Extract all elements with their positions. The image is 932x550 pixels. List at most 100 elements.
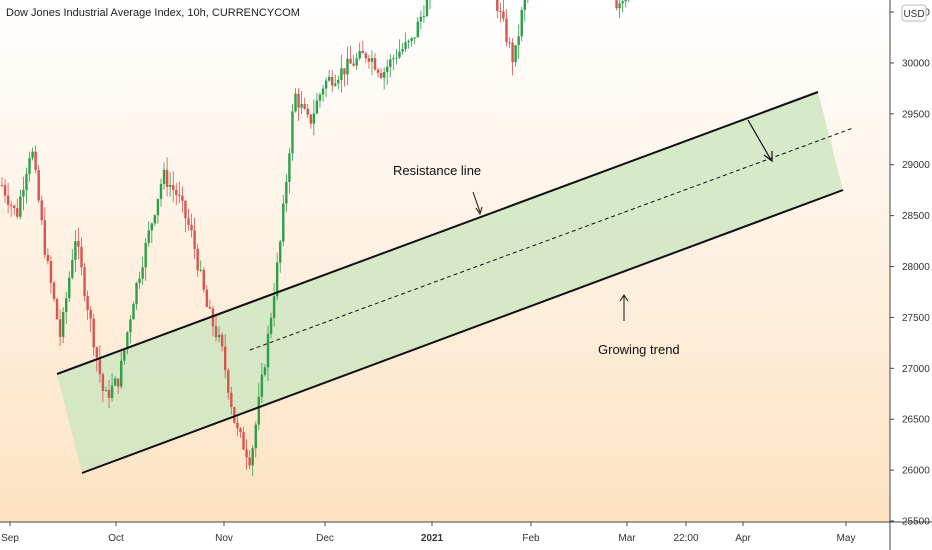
candle-body bbox=[202, 269, 205, 290]
candle-body bbox=[65, 298, 68, 313]
candle-body bbox=[291, 111, 294, 154]
candle-body bbox=[98, 357, 102, 375]
candle-body bbox=[181, 195, 184, 201]
x-tick-label: 22:00 bbox=[673, 533, 698, 544]
candle-body bbox=[55, 298, 59, 320]
candle-body bbox=[123, 349, 126, 361]
annotation-resistance: Resistance line bbox=[393, 163, 481, 178]
candle-body bbox=[184, 200, 187, 219]
candle-body bbox=[199, 269, 202, 271]
candle-body bbox=[309, 114, 312, 124]
candle-body bbox=[178, 194, 181, 196]
candle-body bbox=[340, 68, 343, 80]
candle-body bbox=[74, 241, 77, 260]
candle-body bbox=[40, 200, 43, 221]
x-tick-label: 2021 bbox=[421, 533, 444, 544]
candle-body bbox=[16, 208, 19, 217]
y-tick-label: 28000 bbox=[902, 262, 930, 273]
candle-body bbox=[517, 36, 520, 46]
candle-body bbox=[502, 11, 505, 19]
candle-body bbox=[508, 42, 511, 44]
midline bbox=[249, 127, 854, 351]
candle-body bbox=[22, 189, 25, 197]
candle-body bbox=[355, 58, 358, 66]
candle-body bbox=[28, 157, 31, 174]
candle-body bbox=[386, 66, 389, 72]
time-axis-panel bbox=[0, 522, 890, 550]
candle-body bbox=[129, 319, 132, 333]
candle-body bbox=[288, 153, 291, 182]
x-tick-label: Oct bbox=[108, 533, 124, 544]
candle-body bbox=[330, 76, 334, 86]
candle-body bbox=[404, 42, 407, 49]
y-tick-label: 29000 bbox=[902, 160, 930, 171]
candle-body bbox=[37, 169, 40, 201]
candle-body bbox=[168, 185, 172, 187]
candle-body bbox=[285, 181, 288, 204]
x-tick-label: Mar bbox=[618, 533, 636, 544]
candle-body bbox=[172, 185, 175, 190]
candle-body bbox=[352, 63, 355, 66]
candle-body bbox=[153, 215, 157, 224]
candle-body bbox=[395, 57, 398, 59]
candle-body bbox=[25, 173, 28, 190]
candle-body bbox=[9, 204, 13, 206]
candle-body bbox=[217, 334, 221, 338]
candle-body bbox=[101, 374, 105, 392]
candle-body bbox=[279, 241, 282, 263]
candle-body bbox=[113, 378, 117, 386]
candle-body bbox=[376, 69, 380, 74]
candle-body bbox=[92, 318, 95, 348]
y-tick-label: 27000 bbox=[902, 364, 930, 375]
candle-body bbox=[83, 267, 86, 297]
candle-body bbox=[499, 10, 502, 12]
channel-fill bbox=[57, 92, 843, 473]
candle-body bbox=[141, 267, 144, 279]
candle-body bbox=[324, 80, 328, 89]
candle-body bbox=[496, 0, 499, 11]
currency-badge[interactable] bbox=[901, 4, 927, 22]
candle-body bbox=[419, 16, 423, 22]
candle-body bbox=[254, 424, 257, 449]
y-tick-label: 25500 bbox=[902, 517, 930, 528]
x-tick-label: Sep bbox=[1, 533, 19, 544]
candle-body bbox=[208, 306, 212, 309]
candle-body bbox=[349, 58, 352, 64]
candle-body bbox=[312, 113, 316, 124]
candle-body bbox=[205, 289, 209, 307]
candle-body bbox=[138, 278, 141, 284]
candle-body bbox=[104, 390, 108, 392]
candles bbox=[0, 0, 630, 476]
candle-body bbox=[624, 0, 627, 2]
candle-body bbox=[615, 0, 618, 9]
x-tick-label: Dec bbox=[316, 533, 334, 544]
candle-body bbox=[43, 220, 47, 255]
candle-body bbox=[147, 230, 150, 243]
candle-body bbox=[46, 254, 50, 262]
candle-body bbox=[132, 303, 135, 320]
candle-body bbox=[275, 262, 279, 297]
candle-body bbox=[159, 183, 163, 199]
candle-body bbox=[315, 100, 319, 114]
candle-body bbox=[107, 390, 111, 399]
y-tick-label: 27500 bbox=[902, 313, 930, 324]
candle-body bbox=[346, 58, 349, 75]
y-tick-label: 26000 bbox=[902, 466, 930, 477]
candle-body bbox=[223, 346, 227, 371]
candle-body bbox=[3, 185, 7, 196]
candle-body bbox=[19, 196, 22, 217]
candle-body bbox=[263, 367, 267, 375]
candle-body bbox=[242, 432, 245, 450]
candle-body bbox=[220, 334, 224, 347]
candle-body bbox=[6, 195, 10, 205]
candle-body bbox=[382, 71, 386, 78]
candle-body bbox=[230, 392, 233, 408]
candle-body bbox=[260, 374, 264, 397]
candle-body bbox=[144, 242, 147, 268]
candle-body bbox=[135, 283, 138, 304]
candle-body bbox=[236, 422, 239, 429]
candle-body bbox=[89, 310, 92, 319]
candle-body bbox=[239, 428, 242, 433]
candle-body bbox=[156, 198, 160, 216]
candle-body bbox=[34, 151, 37, 170]
